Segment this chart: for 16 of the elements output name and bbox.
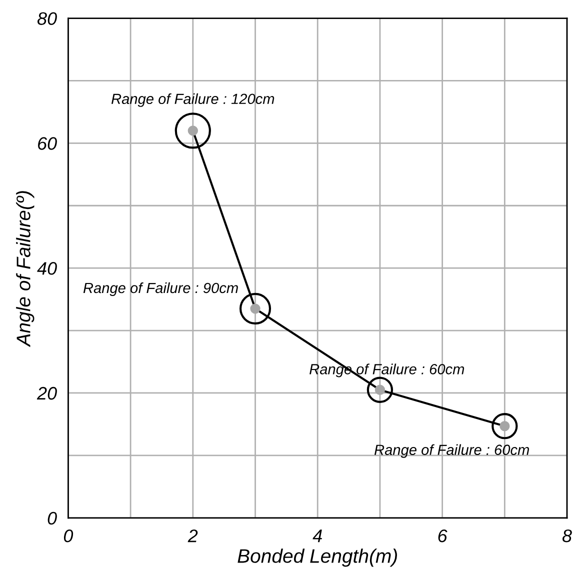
annotation: Range of Failure : 90cm [83,282,238,296]
annotation: Range of Failure : 60cm [374,444,529,458]
x-tick-label: 6 [438,529,448,542]
y-axis-title: Angle of Failure(º) [16,191,34,348]
y-tick-label: 60 [38,137,57,150]
x-tick-label: 8 [562,529,572,542]
x-axis-title: Bonded Length(m) [238,548,397,567]
y-tick-label: 20 [36,386,57,400]
y-tick-label: 0 [48,512,57,525]
y-tick-label: 40 [37,262,57,275]
x-tick-label: 4 [312,530,322,542]
annotation: Range of Failure : 60cm [310,364,464,378]
annotation: Range of Failure : 120cm [111,93,274,107]
y-tick-label: 80 [37,12,57,25]
x-tick-label: 0 [64,529,74,542]
x-tick-label: 2 [188,529,198,542]
